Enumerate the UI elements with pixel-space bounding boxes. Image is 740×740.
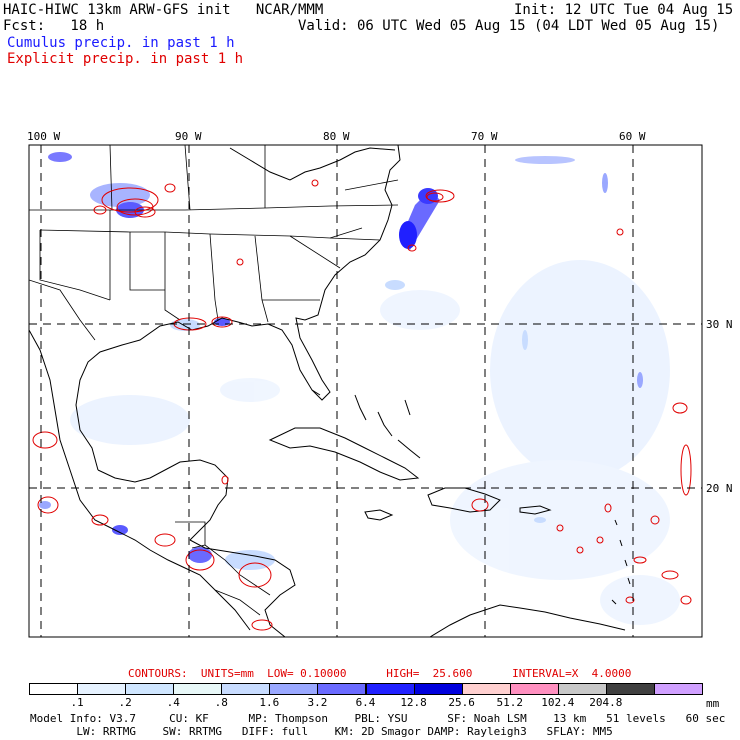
colorbar-units: mm	[706, 697, 720, 710]
forecast-hour: Fcst: 18 h	[3, 18, 105, 34]
colorbar-tick-label: 3.2	[307, 696, 328, 709]
colorbar-tick-label: .1	[70, 696, 84, 709]
lon-label-100w: 100 W	[27, 130, 60, 143]
map-frame	[28, 144, 703, 638]
colorbar-tick-label: 6.4	[355, 696, 376, 709]
colorbar-swatch	[125, 683, 175, 695]
colorbar-swatch	[29, 683, 79, 695]
cumulus-precip-field	[70, 260, 680, 625]
precipitation-map: 100 W 90 W 80 W 70 W 60 W 30 N 20 N	[27, 130, 733, 638]
colorbar-swatch	[605, 683, 655, 695]
colorbar-swatch	[413, 683, 463, 695]
colorbar-tick-label: .8	[214, 696, 228, 709]
valid-time: Valid: 06 UTC Wed 05 Aug 15 (04 LDT Wed …	[298, 18, 720, 34]
state-borders	[29, 145, 399, 323]
colorbar-swatch	[557, 683, 607, 695]
lon-label-80w: 80 W	[323, 130, 350, 143]
colorbar-tick-label: 204.8	[589, 696, 623, 709]
explicit-precip-contours	[32, 179, 692, 631]
colorbar-swatch	[269, 683, 319, 695]
lon-label-90w: 90 W	[175, 130, 202, 143]
colorbar-swatch	[173, 683, 223, 695]
colorbar-swatch	[653, 683, 703, 695]
colorbar-swatch	[365, 683, 415, 695]
country-borders	[29, 279, 271, 616]
colorbar-swatch	[317, 683, 367, 695]
colorbar-swatch	[461, 683, 511, 695]
colorbar-tick-label: .4	[166, 696, 180, 709]
init-time: Init: 12 UTC Tue 04 Aug 15	[514, 2, 734, 18]
lon-label-60w: 60 W	[619, 130, 646, 143]
lon-label-70w: 70 W	[471, 130, 498, 143]
contour-info: CONTOURS: UNITS=mm LOW= 0.10000 HIGH= 25…	[128, 667, 632, 680]
colorbar-swatch	[77, 683, 127, 695]
lat-label-20n: 20 N	[706, 482, 733, 495]
lat-lon-grid	[29, 145, 702, 637]
colorbar-swatch	[221, 683, 271, 695]
model-info-line1: Model Info: V3.7 CU: KF MP: Thompson PBL…	[30, 712, 726, 725]
colorbar-tick-label: .2	[118, 696, 132, 709]
cumulus-precip-legend: Cumulus precip. in past 1 h	[7, 35, 235, 51]
colorbar-tick-label: 12.8	[400, 696, 427, 709]
colorbar-tick-label: 1.6	[259, 696, 280, 709]
colorbar-tick-label: 25.6	[448, 696, 475, 709]
explicit-precip-legend: Explicit precip. in past 1 h	[7, 51, 244, 67]
model-info-line2: LW: RRTMG SW: RRTMG DIFF: full KM: 2D Sm…	[30, 725, 613, 738]
colorbar-swatch	[509, 683, 559, 695]
model-title: HAIC-HIWC 13km ARW-GFS init NCAR/MMM	[3, 2, 324, 18]
cumulus-precip-strong	[39, 152, 643, 570]
colorbar-tick-label: 102.4	[541, 696, 575, 709]
lat-label-30n: 30 N	[706, 318, 733, 331]
colorbar-tick-label: 51.2	[496, 696, 523, 709]
coastlines	[29, 145, 631, 637]
